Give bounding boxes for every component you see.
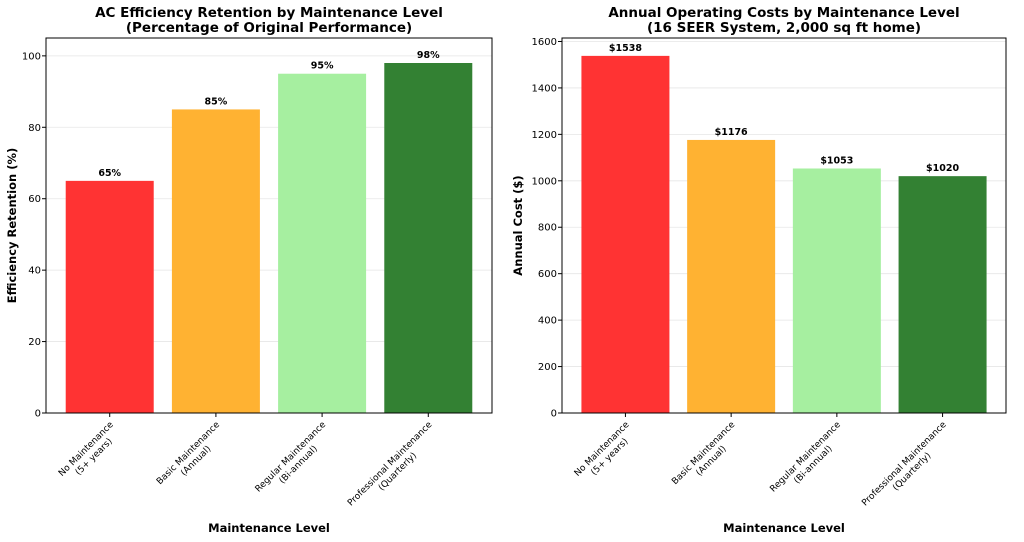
y-tick-label: 0 — [35, 409, 41, 420]
y-tick-label: 400 — [538, 316, 557, 327]
plot-frame — [45, 37, 493, 414]
bar-2 — [171, 109, 260, 413]
x-tick-label: Basic Maintenance(Annual) — [155, 420, 230, 495]
data-label: $1053 — [820, 155, 853, 166]
y-tick-label: 80 — [28, 123, 41, 134]
y-tick-label: 40 — [28, 266, 41, 277]
chart-panel-2: $1538 $1176 $1053 $1020 0 200 400 600 800 1000 120… — [511, 5, 1007, 535]
bar-4 — [898, 176, 987, 413]
chart-title: Annual Operating Costs by Maintenance Le… — [608, 5, 959, 36]
chart-panel-1: 65% 85% 95% 98% 0 20 40 60 80 100 No Maintenance(5… — [5, 5, 493, 535]
x-tick-label: Professional Maintenance(Quarterly) — [860, 420, 956, 516]
y-tick-label: 1400 — [532, 83, 557, 94]
y-tick-label: 60 — [28, 194, 41, 205]
x-axis-label: Maintenance Level — [723, 521, 845, 535]
y-axis-label: Annual Cost ($) — [511, 175, 525, 275]
y-tick-label: 100 — [22, 51, 41, 62]
plot-frame — [561, 37, 1007, 414]
data-label: 98% — [417, 50, 440, 61]
x-axis-label: Maintenance Level — [208, 521, 330, 535]
y-tick-label: 800 — [538, 223, 557, 234]
bar-1 — [65, 180, 154, 413]
x-tick-label: Professional Maintenance(Quarterly) — [346, 420, 442, 516]
y-tick-label: 600 — [538, 269, 557, 280]
data-label: 65% — [98, 168, 121, 179]
bar-3 — [792, 168, 881, 413]
bar-3 — [278, 73, 367, 413]
y-tick-label: 1000 — [532, 176, 557, 187]
data-label: 85% — [205, 96, 228, 107]
bar-1 — [581, 55, 670, 413]
y-tick-label: 0 — [551, 409, 557, 420]
data-label: 95% — [311, 61, 334, 72]
data-label: $1538 — [609, 43, 642, 54]
x-tick-label: Regular Maintenance(Bi-annual) — [768, 420, 851, 503]
chart-title: AC Efficiency Retention by Maintenance L… — [95, 5, 443, 36]
x-tick-label: No Maintenance(5+ years) — [57, 420, 124, 487]
data-label: $1176 — [715, 127, 748, 138]
y-axis-label: Efficiency Retention (%) — [5, 148, 19, 303]
bar-4 — [384, 63, 473, 413]
x-tick-label: Regular Maintenance(Bi-annual) — [254, 420, 337, 503]
x-tick-label: No Maintenance(5+ years) — [573, 420, 640, 487]
y-tick-label: 20 — [28, 337, 41, 348]
x-tick-label: Basic Maintenance(Annual) — [670, 420, 745, 495]
bar-2 — [687, 139, 776, 413]
y-tick-label: 200 — [538, 362, 557, 373]
y-tick-label: 1600 — [532, 37, 557, 48]
data-label: $1020 — [926, 163, 959, 174]
y-tick-label: 1200 — [532, 130, 557, 141]
